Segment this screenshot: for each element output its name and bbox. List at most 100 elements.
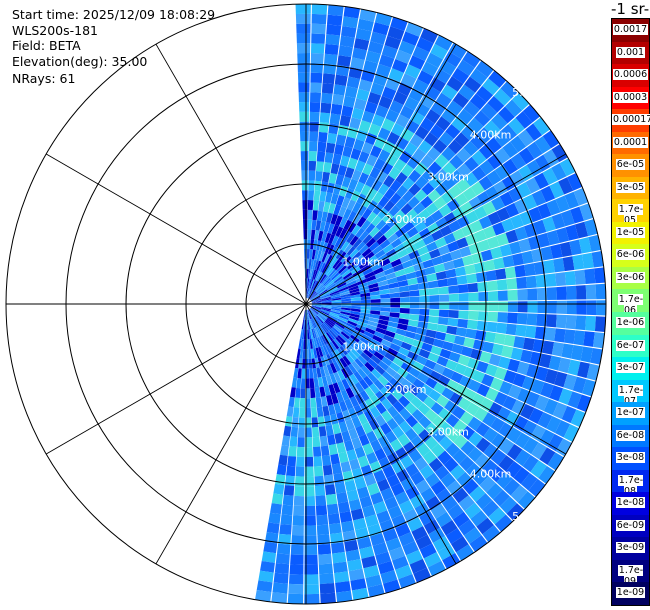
ray-gate [539,447,556,465]
ray-gate [396,383,408,396]
ray-gate [312,426,320,438]
ray-gate [357,18,374,32]
ray-gate [479,476,496,493]
ray-gate [493,88,512,106]
ray-gate [446,100,463,116]
ray-gate [311,304,322,308]
ray-gate [506,427,522,444]
ray-gate [489,465,506,483]
ray-gate [331,393,339,405]
ray-gate [308,348,312,359]
ray-gate [368,342,379,351]
ray-gate [304,515,317,526]
ray-gate [343,243,353,254]
ray-gate [323,253,331,264]
ray-gate [554,371,568,388]
ray-gate [301,180,309,191]
ray-gate [415,479,431,494]
ray-gate [386,325,397,334]
ray-gate [538,465,555,484]
ray-gate [448,293,459,302]
ray-gate [305,398,311,408]
ray-gate [531,379,545,395]
ray-gate [325,319,335,327]
ray-gate [307,209,313,220]
ray-gate [496,322,508,334]
ray-gate [385,430,398,444]
ray-gate [515,324,527,337]
ray-gate [307,278,310,289]
ray-gate [296,33,311,44]
colorbar-step: 6e-07 [612,334,649,358]
ray-gate [355,227,365,239]
ray-gate [321,306,332,310]
ray-gate [348,568,365,581]
ray-gate [371,215,382,227]
azimuth-spoke [45,303,307,455]
ray-gate [368,317,380,324]
ray-gate [371,179,383,192]
ray-gate [585,284,597,300]
ray-gate [505,411,520,427]
ray-gate [474,229,487,243]
ray-gate [502,158,518,175]
ray-gate [439,59,457,76]
ray-gate [308,170,316,181]
ray-gate [373,136,387,150]
ray-gate [329,362,338,374]
ray-gate [503,370,517,384]
ray-gate [377,207,389,220]
ray-gate [305,417,312,428]
ray-gate [324,484,336,496]
ray-gate [326,503,339,515]
ray-gate [504,266,517,279]
elevation-text: Elevation(deg): 35.00 [12,54,148,69]
ray-gate [387,405,399,418]
ray-gate [356,257,367,267]
ray-gate [547,433,564,452]
ray-gate [395,49,412,64]
ray-gate [331,272,340,281]
ray-gate [384,352,396,362]
ray-gate [362,422,373,434]
ray-gate [387,347,399,357]
ray-gate [408,384,421,397]
ray-gate [390,258,402,268]
ray-gate [452,228,465,241]
ray-gate [314,249,319,261]
ray-gate [308,319,312,330]
ray-gate [333,84,346,96]
ray-gate [336,282,347,289]
ray-gate [383,228,395,239]
ray-gate [452,511,470,528]
ray-gate [394,269,406,277]
ray-gate [347,221,357,233]
ray-gate [400,73,417,88]
ray-gate [306,258,310,269]
ray-gate [308,151,317,162]
ray-gate [439,348,452,360]
ray-gate [337,164,348,177]
ray-gate [290,426,299,438]
ray-gate [338,316,349,323]
ray-gate [341,300,352,304]
ray-gate [446,379,459,392]
ray-gate [319,191,327,202]
ray-gate [494,391,508,406]
ray-gate [339,511,353,523]
ray-gate [551,342,564,357]
ray-gate [376,510,391,524]
ray-gate [304,574,319,585]
ray-gate [313,446,322,457]
ray-gate [369,383,380,395]
ray-gate [414,162,428,176]
ray-gate [567,359,581,376]
ray-gate [309,268,313,279]
ray-gate [465,462,482,479]
ray-gate [324,232,332,244]
ray-gate [476,191,491,206]
ray-gate [311,302,322,304]
ray-gate [374,414,387,427]
ray-gate [316,367,322,378]
ray-gate [428,175,442,189]
